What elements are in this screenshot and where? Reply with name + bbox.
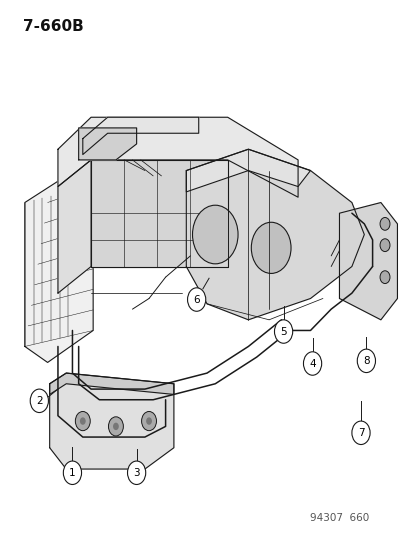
- Circle shape: [351, 421, 369, 445]
- Text: 4: 4: [309, 359, 315, 368]
- Circle shape: [379, 217, 389, 230]
- Circle shape: [63, 461, 81, 484]
- Circle shape: [108, 417, 123, 436]
- Polygon shape: [58, 117, 297, 197]
- Circle shape: [75, 411, 90, 431]
- Circle shape: [146, 417, 152, 425]
- Polygon shape: [78, 128, 136, 160]
- Circle shape: [30, 389, 48, 413]
- Polygon shape: [91, 160, 227, 266]
- Text: 3: 3: [133, 468, 140, 478]
- Circle shape: [80, 417, 85, 425]
- Circle shape: [192, 205, 237, 264]
- Text: 7-660B: 7-660B: [23, 19, 83, 34]
- Polygon shape: [50, 373, 173, 469]
- Polygon shape: [186, 149, 310, 192]
- Polygon shape: [83, 117, 198, 155]
- Circle shape: [303, 352, 321, 375]
- Circle shape: [141, 411, 156, 431]
- Text: 7: 7: [357, 428, 363, 438]
- Polygon shape: [186, 149, 363, 320]
- Polygon shape: [58, 160, 91, 293]
- Circle shape: [127, 461, 145, 484]
- Polygon shape: [339, 203, 396, 320]
- Polygon shape: [25, 171, 93, 362]
- Text: 2: 2: [36, 396, 43, 406]
- Text: 1: 1: [69, 468, 76, 478]
- Text: 6: 6: [193, 295, 199, 304]
- Circle shape: [356, 349, 375, 373]
- Circle shape: [379, 271, 389, 284]
- Circle shape: [187, 288, 205, 311]
- Polygon shape: [50, 373, 173, 394]
- Text: 94307  660: 94307 660: [309, 513, 368, 523]
- Circle shape: [274, 320, 292, 343]
- Circle shape: [251, 222, 290, 273]
- Circle shape: [113, 423, 119, 430]
- Text: 8: 8: [362, 356, 369, 366]
- Text: 5: 5: [280, 327, 286, 336]
- Circle shape: [379, 239, 389, 252]
